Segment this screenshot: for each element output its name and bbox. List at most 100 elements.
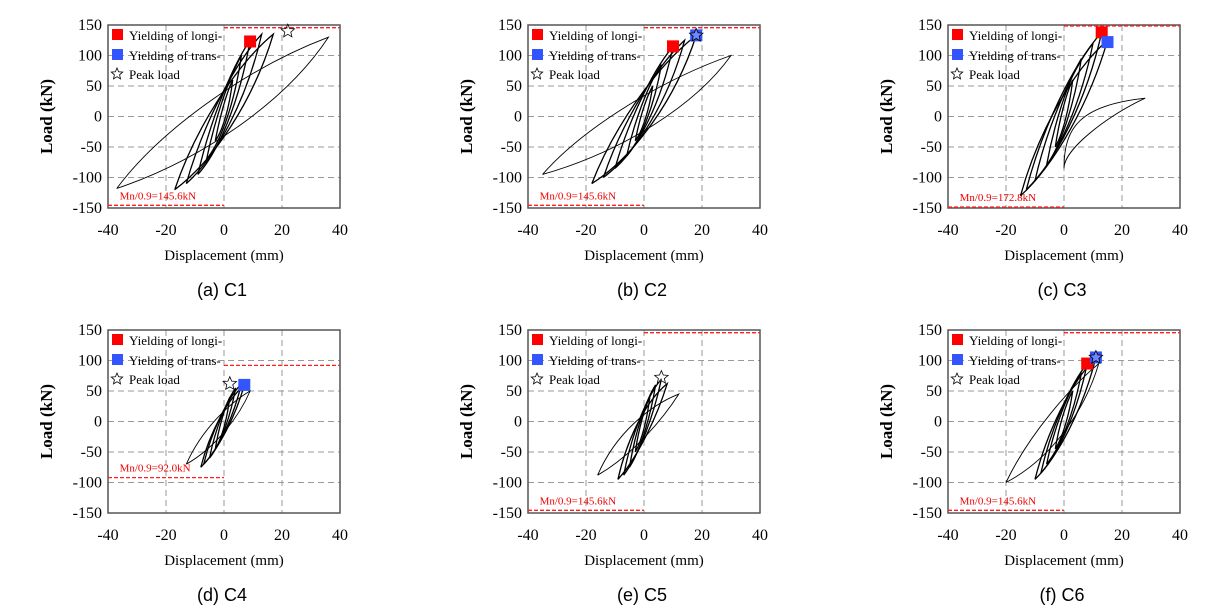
y-tick-label: -150 bbox=[73, 505, 102, 522]
legend-label: Peak load bbox=[129, 67, 180, 82]
y-tick-label: 0 bbox=[514, 109, 522, 126]
y-tick-label: 0 bbox=[934, 414, 942, 431]
peak-load-marker bbox=[688, 27, 704, 42]
legend-trans-swatch bbox=[112, 354, 123, 365]
x-tick-label: 20 bbox=[1114, 222, 1130, 239]
y-tick-label: 150 bbox=[78, 322, 102, 339]
x-tick-label: 40 bbox=[1172, 527, 1188, 544]
yield-longi-marker bbox=[244, 35, 257, 48]
y-tick-label: 0 bbox=[514, 414, 522, 431]
y-tick-label: -100 bbox=[913, 170, 942, 187]
chart-d: -40 -20 0 20 40 150 100 50 0 -50 -100 -150 Mn/0.9=92… bbox=[37, 322, 348, 605]
y-tick-label: 150 bbox=[918, 17, 942, 34]
mn-label: Mn/0.9=145.6kN bbox=[960, 495, 1037, 507]
x-tick-label: -20 bbox=[995, 527, 1016, 544]
yield-trans-marker bbox=[238, 378, 251, 391]
y-tick-label: -150 bbox=[493, 505, 522, 522]
legend-label: Yielding of trans- bbox=[129, 48, 221, 63]
x-tick-label: 20 bbox=[1114, 527, 1130, 544]
y-tick-label: 100 bbox=[78, 353, 102, 370]
x-tick-label: -40 bbox=[937, 527, 958, 544]
yield-trans-marker bbox=[1101, 36, 1114, 49]
hysteresis-loop bbox=[1054, 390, 1074, 450]
legend-peak-star-icon bbox=[530, 371, 544, 385]
x-axis-label: Displacement (mm) bbox=[584, 248, 704, 264]
y-tick-label: -100 bbox=[493, 475, 522, 492]
plot-frame bbox=[107, 329, 341, 514]
legend-label: Yielding of longi- bbox=[129, 28, 222, 43]
hysteresis-loop bbox=[1005, 362, 1100, 483]
y-tick-label: 50 bbox=[506, 383, 522, 400]
y-tick-label: -100 bbox=[913, 475, 942, 492]
panel-d: -40 -20 0 20 40 150 100 50 0 -50 -100 -150 Mn/0.9=92… bbox=[0, 305, 400, 610]
hysteresis-loop bbox=[1045, 372, 1083, 465]
panel-a: -40 -20 0 20 40 150 100 50 0 -50 -100 -150 Mn/0.9=14… bbox=[0, 0, 400, 305]
mn-label: Mn/0.9=92.0kN bbox=[120, 463, 191, 475]
mn-label: Mn/0.9=172.8kN bbox=[960, 192, 1037, 204]
x-tick-label: -20 bbox=[155, 222, 176, 239]
x-tick-label: 40 bbox=[752, 222, 768, 239]
y-tick-label: -50 bbox=[81, 139, 102, 156]
x-tick-label: -40 bbox=[97, 222, 118, 239]
hysteresis-loop bbox=[214, 79, 234, 142]
x-tick-label: 20 bbox=[274, 527, 290, 544]
y-tick-label: -50 bbox=[81, 444, 102, 461]
plot-frame bbox=[947, 24, 1181, 209]
legend-longi-swatch bbox=[952, 334, 963, 345]
y-tick-label: 50 bbox=[926, 78, 942, 95]
plot-frame bbox=[107, 24, 341, 209]
legend-peak-star-icon bbox=[950, 66, 964, 80]
legend-trans-swatch bbox=[532, 354, 543, 365]
x-tick-label: 40 bbox=[332, 222, 348, 239]
x-tick-label: 20 bbox=[694, 527, 710, 544]
y-tick-label: -50 bbox=[501, 139, 522, 156]
y-tick-label: -50 bbox=[921, 139, 942, 156]
plot-frame bbox=[527, 329, 761, 514]
legend-label: Yielding of longi- bbox=[549, 28, 642, 43]
hysteresis-loop bbox=[185, 389, 252, 465]
y-tick-label: -150 bbox=[73, 200, 102, 217]
y-tick-label: 0 bbox=[934, 109, 942, 126]
legend-label: Yielding of trans- bbox=[549, 48, 641, 63]
x-tick-label: 40 bbox=[332, 527, 348, 544]
y-tick-label: 100 bbox=[918, 48, 942, 65]
y-tick-label: -100 bbox=[73, 170, 102, 187]
peak-load-marker bbox=[1088, 349, 1104, 364]
x-axis-label: Displacement (mm) bbox=[164, 248, 284, 264]
panel-caption: (f) C6 bbox=[1040, 585, 1085, 605]
y-tick-label: 150 bbox=[918, 322, 942, 339]
legend-label: Yielding of trans- bbox=[969, 353, 1061, 368]
y-tick-label: -100 bbox=[73, 475, 102, 492]
hysteresis-loop bbox=[116, 36, 330, 189]
legend-label: Peak load bbox=[969, 67, 1020, 82]
panel-b: -40 -20 0 20 40 150 100 50 0 -50 -100 -150 Mn/0.9=14… bbox=[420, 0, 820, 305]
legend-label: Yielding of longi- bbox=[969, 333, 1062, 348]
hysteresis-loop bbox=[617, 381, 669, 480]
y-tick-label: 100 bbox=[498, 353, 522, 370]
chart-c: -40 -20 0 20 40 150 100 50 0 -50 -100 -150 Mn/0.9=17… bbox=[877, 17, 1188, 300]
legend-trans-swatch bbox=[112, 49, 123, 60]
hysteresis-loop bbox=[542, 54, 733, 175]
x-tick-label: 0 bbox=[640, 527, 648, 544]
y-axis-label: Load (kN) bbox=[37, 384, 56, 459]
panel-caption: (d) C4 bbox=[197, 585, 247, 605]
peak-load-marker bbox=[653, 369, 670, 385]
yield-trans-marker bbox=[690, 29, 703, 42]
legend-label: Yielding of trans- bbox=[549, 353, 641, 368]
legend-label: Yielding of trans- bbox=[129, 353, 221, 368]
x-tick-label: -40 bbox=[937, 222, 958, 239]
chart-e: -40 -20 0 20 40 150 100 50 0 -50 -100 -150 Mn/0.9=14… bbox=[457, 322, 768, 605]
y-tick-label: 100 bbox=[918, 353, 942, 370]
hysteresis-loop bbox=[597, 393, 680, 476]
legend-label: Yielding of longi- bbox=[129, 333, 222, 348]
panel-e: -40 -20 0 20 40 150 100 50 0 -50 -100 -150 Mn/0.9=14… bbox=[420, 305, 820, 610]
x-tick-label: 0 bbox=[640, 222, 648, 239]
y-tick-label: -50 bbox=[501, 444, 522, 461]
legend-label: Peak load bbox=[129, 372, 180, 387]
panel-caption: (b) C2 bbox=[617, 280, 667, 300]
panel-f: -40 -20 0 20 40 150 100 50 0 -50 -100 -150 Mn/0.9=14… bbox=[840, 305, 1212, 610]
y-tick-label: 100 bbox=[498, 48, 522, 65]
x-tick-label: 20 bbox=[694, 222, 710, 239]
mn-label: Mn/0.9=145.6kN bbox=[540, 190, 617, 202]
legend-peak-star-icon bbox=[530, 66, 544, 80]
